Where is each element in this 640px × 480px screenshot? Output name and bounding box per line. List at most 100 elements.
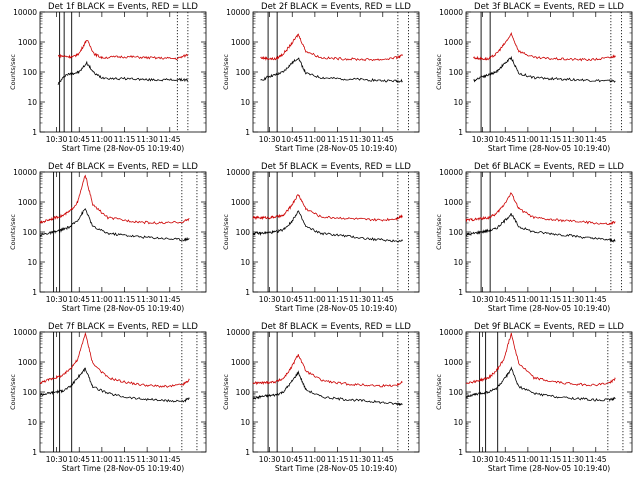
x-tick-label: 11:30 bbox=[562, 455, 584, 464]
y-axis-label: Counts/sec bbox=[222, 214, 230, 250]
x-axis-label: Start Time (28-Nov-05 10:19:40) bbox=[62, 304, 184, 313]
x-tick-label: 11:15 bbox=[327, 455, 349, 464]
panel-title: Det 6f BLACK = Events, RED = LLD bbox=[474, 162, 624, 172]
y-tick-label: 10000 bbox=[226, 328, 250, 337]
lld-series-line bbox=[260, 33, 403, 62]
y-tick-label: 100 bbox=[449, 228, 464, 237]
x-tick-label: 11:30 bbox=[562, 295, 584, 304]
x-tick-label: 11:30 bbox=[136, 295, 158, 304]
y-tick-label: 100 bbox=[236, 388, 251, 397]
y-tick-label: 10000 bbox=[13, 168, 37, 177]
x-tick-label: 11:45 bbox=[585, 455, 607, 464]
y-tick-label: 10 bbox=[453, 418, 463, 427]
y-tick-label: 1 bbox=[245, 288, 250, 297]
y-tick-label: 10000 bbox=[439, 8, 463, 17]
plot-frame bbox=[465, 171, 633, 293]
y-tick-label: 10000 bbox=[226, 8, 250, 17]
x-tick-label: 11:15 bbox=[540, 295, 562, 304]
y-tick-label: 100 bbox=[236, 228, 251, 237]
panel-8: Det 8f BLACK = Events, RED = LLD 1 10 100 10… bbox=[222, 322, 420, 473]
y-tick-label: 1 bbox=[245, 448, 250, 457]
y-tick-label: 1000 bbox=[444, 358, 463, 367]
y-tick-label: 1000 bbox=[444, 198, 463, 207]
y-tick-label: 10 bbox=[453, 258, 463, 267]
y-tick-label: 1000 bbox=[18, 358, 37, 367]
events-series-line bbox=[57, 60, 189, 85]
y-tick-label: 1000 bbox=[231, 38, 250, 47]
x-tick-label: 11:00 bbox=[91, 455, 113, 464]
y-tick-label: 1000 bbox=[18, 198, 37, 207]
y-tick-label: 10 bbox=[240, 258, 250, 267]
events-series-line bbox=[465, 213, 616, 243]
events-series-line bbox=[252, 370, 403, 407]
panel-2: Det 2f BLACK = Events, RED = LLD 1 10 100 10… bbox=[222, 2, 420, 153]
x-tick-label: 11:45 bbox=[372, 295, 394, 304]
y-tick-label: 10 bbox=[27, 258, 37, 267]
y-tick-label: 10 bbox=[240, 98, 250, 107]
events-series-line bbox=[473, 55, 616, 83]
x-tick-label: 10:45 bbox=[68, 295, 90, 304]
x-tick-label: 10:45 bbox=[494, 295, 516, 304]
events-series-line bbox=[39, 367, 190, 403]
plot-frame bbox=[252, 11, 420, 133]
x-tick-label: 11:00 bbox=[91, 135, 113, 144]
x-tick-label: 11:45 bbox=[159, 455, 181, 464]
lld-series-line bbox=[473, 32, 616, 62]
x-axis-label: Start Time (28-Nov-05 10:19:40) bbox=[62, 464, 184, 473]
panel-title: Det 2f BLACK = Events, RED = LLD bbox=[261, 2, 411, 12]
x-tick-label: 10:30 bbox=[259, 295, 281, 304]
lld-series-line bbox=[39, 174, 190, 225]
x-tick-label: 10:30 bbox=[259, 455, 281, 464]
x-tick-label: 11:15 bbox=[114, 135, 136, 144]
y-tick-label: 1 bbox=[458, 288, 463, 297]
x-tick-label: 11:45 bbox=[372, 455, 394, 464]
x-tick-label: 11:00 bbox=[304, 295, 326, 304]
x-tick-label: 10:45 bbox=[494, 135, 516, 144]
x-tick-label: 11:30 bbox=[349, 135, 371, 144]
x-tick-label: 10:30 bbox=[472, 135, 494, 144]
y-tick-label: 10000 bbox=[13, 328, 37, 337]
panel-title: Det 4f BLACK = Events, RED = LLD bbox=[48, 162, 198, 172]
panel-6: Det 6f BLACK = Events, RED = LLD 1 10 100 10… bbox=[435, 162, 633, 313]
y-tick-label: 10 bbox=[453, 98, 463, 107]
y-tick-label: 10000 bbox=[226, 168, 250, 177]
y-axis-label: Counts/sec bbox=[9, 54, 17, 90]
x-tick-label: 11:30 bbox=[562, 135, 584, 144]
panel-1: Det 1f BLACK = Events, RED = LLD 1 10 100 10… bbox=[9, 2, 207, 153]
x-axis-label: Start Time (28-Nov-05 10:19:40) bbox=[488, 144, 610, 153]
y-tick-label: 10 bbox=[27, 418, 37, 427]
x-tick-label: 11:15 bbox=[540, 135, 562, 144]
lld-series-line bbox=[39, 331, 190, 388]
x-tick-label: 11:45 bbox=[159, 295, 181, 304]
x-tick-label: 11:15 bbox=[540, 455, 562, 464]
x-axis-label: Start Time (28-Nov-05 10:19:40) bbox=[275, 304, 397, 313]
panel-9: Det 9f BLACK = Events, RED = LLD 1 10 100 10… bbox=[435, 322, 633, 473]
y-axis-label: Counts/sec bbox=[9, 374, 17, 410]
x-tick-label: 10:30 bbox=[259, 135, 281, 144]
y-tick-label: 100 bbox=[449, 68, 464, 77]
y-axis-label: Counts/sec bbox=[435, 54, 443, 90]
x-tick-label: 11:00 bbox=[304, 135, 326, 144]
panel-title: Det 5f BLACK = Events, RED = LLD bbox=[261, 162, 411, 172]
y-axis-label: Counts/sec bbox=[222, 54, 230, 90]
x-tick-label: 10:45 bbox=[281, 455, 303, 464]
x-axis-label: Start Time (28-Nov-05 10:19:40) bbox=[488, 464, 610, 473]
y-axis-label: Counts/sec bbox=[435, 214, 443, 250]
lld-series-line bbox=[252, 354, 403, 388]
x-tick-label: 11:00 bbox=[517, 455, 539, 464]
x-tick-label: 11:30 bbox=[136, 135, 158, 144]
plot-frame bbox=[465, 11, 633, 133]
y-tick-label: 1000 bbox=[444, 38, 463, 47]
x-tick-label: 10:45 bbox=[494, 455, 516, 464]
x-tick-label: 10:30 bbox=[472, 295, 494, 304]
y-tick-label: 100 bbox=[23, 228, 38, 237]
events-series-line bbox=[260, 57, 403, 84]
y-tick-label: 1 bbox=[245, 128, 250, 137]
x-tick-label: 11:15 bbox=[114, 455, 136, 464]
y-axis-label: Counts/sec bbox=[222, 374, 230, 410]
lld-series-line bbox=[465, 192, 616, 226]
x-tick-label: 10:45 bbox=[68, 455, 90, 464]
panel-title: Det 3f BLACK = Events, RED = LLD bbox=[474, 2, 624, 12]
x-tick-label: 11:45 bbox=[159, 135, 181, 144]
